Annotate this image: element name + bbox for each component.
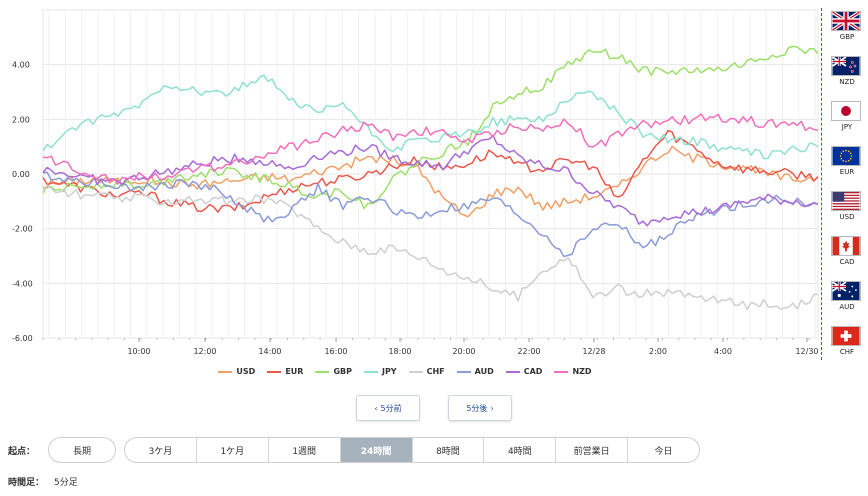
- flag-item-eur[interactable]: EUR: [831, 146, 863, 176]
- period-option-7[interactable]: 今日: [654, 446, 673, 457]
- legend-label: JPY: [381, 367, 397, 376]
- y-tick-label: -6.00: [12, 334, 33, 343]
- legend-label: GBP: [333, 367, 352, 376]
- legend-swatch: [363, 370, 378, 373]
- flag-item-gbp[interactable]: GBP: [831, 11, 863, 41]
- flag-item-chf[interactable]: CHF: [831, 326, 863, 356]
- x-tick-label: 18:00: [388, 347, 411, 356]
- series-line-gbp: [42, 45, 819, 210]
- legend-swatch: [456, 370, 471, 373]
- timeframe-label: 時間足：: [8, 478, 45, 488]
- eu-flag-icon: [831, 146, 861, 166]
- flag-item-aud[interactable]: AUD: [831, 281, 863, 311]
- y-tick-label: -4.00: [12, 279, 33, 288]
- flag-item-nzd[interactable]: NZD: [831, 56, 863, 86]
- legend-item-nzd[interactable]: NZD: [554, 367, 592, 376]
- nz-flag-icon: [831, 56, 861, 76]
- period-option-2[interactable]: 1週間: [269, 438, 341, 462]
- series-line-chf: [42, 184, 819, 311]
- flag-label: NZD: [839, 78, 855, 86]
- period-label: 起点：: [8, 447, 36, 457]
- chart-grid: [42, 9, 819, 339]
- legend-label: CHF: [426, 367, 445, 376]
- legend-swatch: [315, 370, 330, 373]
- next-5min-button[interactable]: 5分後 ›: [448, 395, 512, 421]
- x-tick-label: 12/28: [582, 347, 605, 356]
- canada-flag-icon: [831, 236, 861, 256]
- legend-item-aud[interactable]: AUD: [456, 367, 494, 376]
- series-line-nzd: [42, 113, 819, 185]
- series-line-eur: [42, 129, 819, 213]
- legend-swatch: [505, 370, 520, 373]
- series-line-jpy: [42, 74, 819, 160]
- flag-label: CHF: [839, 348, 855, 356]
- x-tick-label: 20:00: [452, 347, 475, 356]
- x-tick-label: 2:00: [649, 347, 667, 356]
- legend-item-chf[interactable]: CHF: [408, 367, 445, 376]
- currency-flag-list: GBP NZD JPY EUR USD CAD AUD CHF: [821, 8, 868, 360]
- y-tick-label: 2.00: [12, 115, 30, 124]
- period-option-3[interactable]: 24時間: [340, 438, 413, 462]
- chart-series: [42, 45, 819, 311]
- japan-flag-icon: [831, 101, 861, 121]
- legend-label: EUR: [285, 367, 304, 376]
- x-tick-label: 16:00: [324, 347, 347, 356]
- australia-flag-icon: [831, 281, 861, 301]
- chevron-left-icon: ‹: [374, 403, 378, 413]
- flag-item-jpy[interactable]: JPY: [831, 101, 863, 131]
- x-tick-label: 12:00: [193, 347, 216, 356]
- period-segmented-control: 3ケ月 1ケ月 1週間 24時間 8時間 4時間 前営業日 今日: [124, 437, 700, 463]
- period-option-6[interactable]: 前営業日: [556, 438, 629, 462]
- period-option-5[interactable]: 4時間: [484, 438, 557, 462]
- flag-label: CAD: [839, 258, 855, 266]
- chart-axes: 4.00 2.00 0.00 -2.00 -4.00 -6.00 10:00 12:00 14:…: [12, 61, 819, 356]
- series-line-usd: [42, 145, 819, 218]
- y-tick-label: 4.00: [12, 61, 30, 70]
- legend-item-jpy[interactable]: JPY: [363, 367, 397, 376]
- legend-swatch: [408, 370, 423, 373]
- y-tick-label: -2.00: [12, 225, 33, 234]
- legend-swatch: [218, 370, 233, 373]
- timeframe-value: 5分足: [54, 478, 78, 488]
- flag-label: GBP: [839, 33, 855, 41]
- flag-item-cad[interactable]: CAD: [831, 236, 863, 266]
- flag-item-usd[interactable]: USD: [831, 191, 863, 221]
- flag-label: JPY: [841, 123, 853, 131]
- series-line-cad: [42, 134, 819, 227]
- swiss-flag-icon: [831, 326, 861, 346]
- legend-label: NZD: [572, 367, 592, 376]
- legend-label: USD: [236, 367, 256, 376]
- chart-legend: USD EUR GBP JPY CHF AUD CAD NZD: [0, 367, 810, 376]
- prev-5min-label: 5分前: [380, 403, 402, 413]
- x-tick-label: 22:00: [517, 347, 540, 356]
- legend-swatch: [267, 370, 282, 373]
- legend-swatch: [554, 370, 569, 373]
- x-tick-label: 14:00: [258, 347, 281, 356]
- period-option-1[interactable]: 1ケ月: [197, 438, 269, 462]
- period-option-0[interactable]: 3ケ月: [125, 438, 197, 462]
- us-flag-icon: [831, 191, 861, 211]
- period-long-button[interactable]: 長期: [48, 437, 116, 463]
- flag-label: USD: [839, 213, 855, 221]
- legend-item-cad[interactable]: CAD: [505, 367, 543, 376]
- x-tick-label: 12/30: [795, 347, 818, 356]
- flag-label: AUD: [839, 303, 855, 311]
- uk-flag-icon: [831, 11, 861, 31]
- y-tick-label: 0.00: [12, 170, 30, 179]
- legend-item-usd[interactable]: USD: [218, 367, 255, 376]
- period-option-4[interactable]: 8時間: [413, 438, 485, 462]
- legend-label: AUD: [474, 367, 494, 376]
- legend-label: CAD: [523, 367, 543, 376]
- chevron-right-icon: ›: [490, 403, 494, 413]
- x-tick-label: 10:00: [127, 347, 150, 356]
- prev-5min-button[interactable]: ‹ 5分前: [356, 395, 420, 421]
- series-line-aud: [42, 171, 819, 258]
- legend-item-gbp[interactable]: GBP: [315, 367, 352, 376]
- legend-item-eur[interactable]: EUR: [267, 367, 303, 376]
- x-tick-label: 4:00: [714, 347, 732, 356]
- next-5min-label: 5分後: [466, 403, 488, 413]
- flag-label: EUR: [839, 168, 855, 176]
